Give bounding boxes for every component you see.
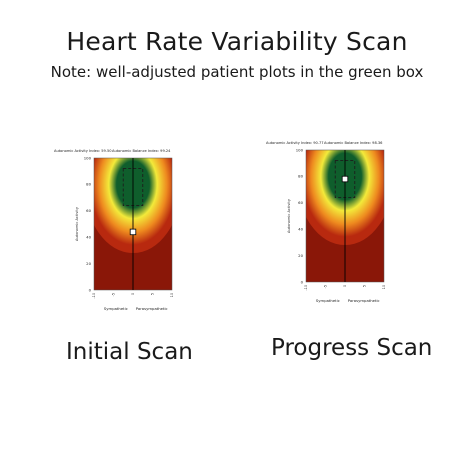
balance-index-label: Autonomic Balance Index: 98.36 (324, 141, 383, 145)
x-tick-label: 0 (343, 285, 347, 287)
y-tick-label: 40 (86, 235, 91, 240)
progress-scan-caption: Progress Scan (271, 335, 433, 361)
y-tick-label: 80 (298, 174, 303, 179)
y-tick-label: 0 (301, 279, 304, 284)
sympathetic-label: Sympathetic (316, 298, 340, 303)
x-tick-label: -10 (304, 285, 308, 291)
y-tick-label: 100 (84, 155, 92, 160)
y-axis-label: Autonomic Activity (287, 198, 291, 233)
y-tick-label: 100 (296, 147, 304, 152)
x-tick-label: 10 (382, 285, 386, 289)
page-title: Heart Rate Variability Scan (66, 27, 408, 56)
initial-scan-caption: Initial Scan (66, 339, 193, 365)
patient-point (129, 228, 137, 236)
y-tick-label: 20 (298, 253, 303, 258)
hrv-chart-initial: Autonomic Activity Index: 59.50 Autonomic… (50, 142, 180, 328)
y-tick-label: 60 (86, 208, 91, 213)
x-tick-label: -5 (112, 293, 116, 296)
parasympathetic-label: Parasympathetic (348, 298, 380, 303)
x-tick-label: 5 (151, 293, 155, 295)
x-tick-label: -5 (324, 285, 328, 288)
x-tick-label: 5 (363, 285, 367, 287)
activity-index-label: Autonomic Activity Index: 59.50 (54, 149, 112, 153)
y-tick-label: 40 (298, 227, 303, 232)
hrv-chart-initial-svg: Autonomic Activity Index: 59.50 Autonomic… (54, 149, 174, 311)
x-tick-label: 10 (170, 293, 174, 297)
hrv-chart-progress: Autonomic Activity Index: 90.77 Autonomic… (262, 134, 392, 320)
balance-index-label: Autonomic Balance Index: 99.24 (112, 149, 171, 153)
x-tick-label: 0 (131, 293, 135, 295)
hrv-chart-progress-svg: Autonomic Activity Index: 90.77 Autonomic… (266, 141, 386, 303)
y-axis-label: Autonomic Activity (75, 206, 79, 241)
sympathetic-label: Sympathetic (104, 306, 128, 311)
page-subtitle: Note: well-adjusted patient plots in the… (50, 63, 424, 81)
patient-point (341, 175, 349, 183)
parasympathetic-label: Parasympathetic (136, 306, 168, 311)
y-tick-label: 0 (89, 287, 92, 292)
y-tick-label: 20 (86, 261, 91, 266)
x-tick-label: -10 (92, 293, 96, 299)
y-tick-label: 60 (298, 200, 303, 205)
y-tick-label: 80 (86, 182, 91, 187)
activity-index-label: Autonomic Activity Index: 90.77 (266, 141, 324, 145)
